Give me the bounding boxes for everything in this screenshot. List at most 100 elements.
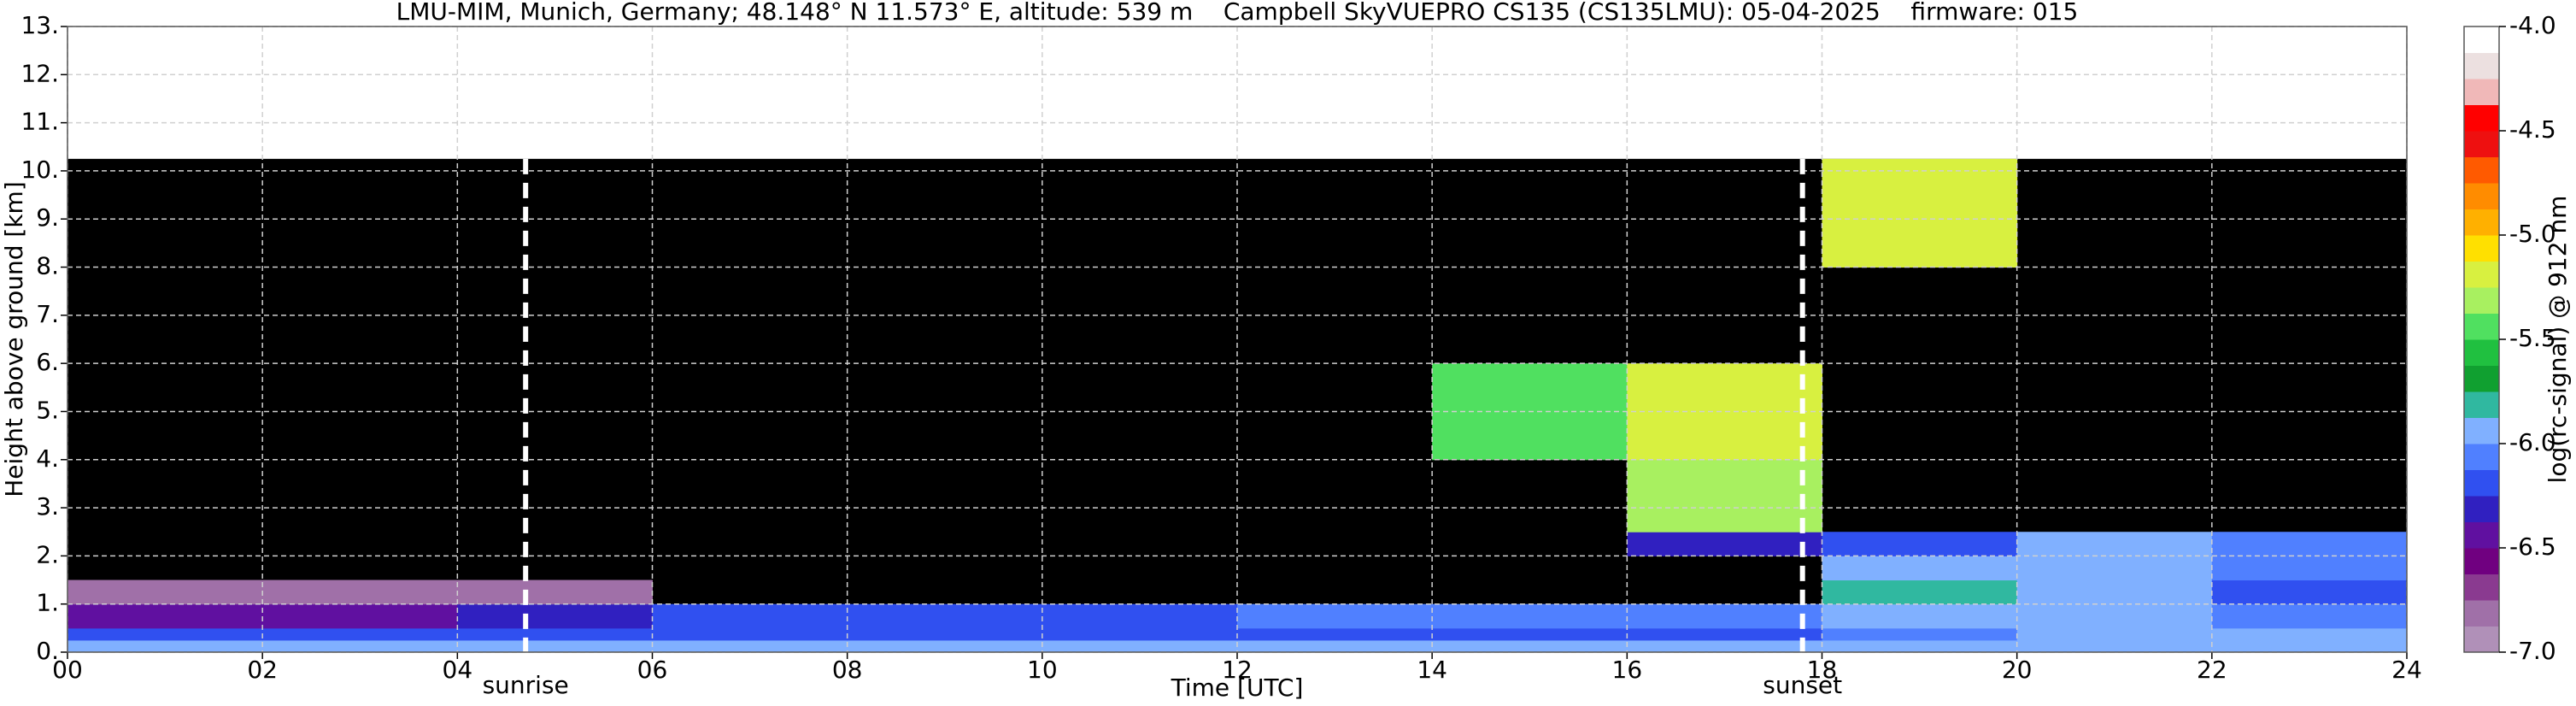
heatmap-cell [1822, 580, 2018, 605]
heatmap-cell [2211, 603, 2408, 629]
colorbar-tick-label: -5.5 [2509, 324, 2556, 352]
colorbar-tick-label: -4.0 [2509, 11, 2556, 39]
colorbar-segment [2464, 574, 2499, 601]
x-tick-label: 02 [247, 656, 278, 684]
colorbar-segment [2464, 469, 2499, 497]
heatmap-cell [67, 580, 263, 605]
y-axis-label: Height above ground [km] [0, 181, 28, 497]
plot-frame [67, 26, 2408, 653]
heatmap-cell [1627, 532, 1822, 556]
x-axis-label: Time [UTC] [1171, 674, 1304, 702]
colorbar-segment [2464, 52, 2499, 79]
colorbar-segment [2464, 183, 2499, 209]
colorbar-segment [2464, 104, 2499, 132]
heatmap-cell [847, 639, 1043, 653]
heatmap-cell [1042, 639, 1238, 653]
heatmap-cell [1822, 639, 2018, 653]
heatmap-cell [2211, 627, 2408, 641]
heatmap-cell [652, 639, 848, 653]
x-tick-label: 00 [52, 656, 83, 684]
heatmap-cell [1822, 603, 2018, 629]
chart-title: LMU-MIM, Munich, Germany; 48.148° N 11.5… [396, 0, 2079, 26]
colorbar-label: log(rc-signal) @ 912 nm [2544, 196, 2572, 484]
y-tick-label: 4. [36, 444, 59, 473]
colorbar-segment [2464, 365, 2499, 392]
x-tick-label: 16 [1612, 656, 1643, 684]
heatmap-cell [1432, 603, 1628, 629]
colorbar-segment [2464, 496, 2499, 522]
colorbar-segment [2464, 313, 2499, 340]
annotation-label: sunrise [483, 671, 569, 699]
y-tick-label: 3. [36, 492, 59, 521]
heatmap-cell [1822, 532, 2018, 556]
x-tick-label: 20 [2002, 656, 2033, 684]
x-tick-label: 14 [1417, 656, 1447, 684]
y-tick-label: 8. [36, 252, 59, 280]
heatmap-cell [2016, 532, 2213, 556]
y-tick-label: 5. [36, 396, 59, 424]
colorbar-segment [2464, 444, 2499, 470]
heatmap-cell [262, 627, 458, 641]
y-tick-label: 11. [21, 108, 59, 136]
heatmap-cell [1627, 459, 1822, 532]
colorbar-tick-label: -4.5 [2509, 115, 2556, 144]
y-tick-label: 2. [36, 540, 59, 568]
heatmap-cell [262, 639, 458, 653]
heatmap-cell [652, 627, 848, 641]
colorbar-segment [2464, 261, 2499, 288]
x-tick-label: 22 [2197, 656, 2227, 684]
colorbar-segment [2464, 339, 2499, 366]
heatmap-cell [67, 603, 263, 629]
y-tick-label: 12. [21, 59, 59, 87]
y-tick-label: 13. [21, 11, 59, 39]
x-tick-label: 10 [1027, 656, 1058, 684]
heatmap-cell [457, 627, 653, 641]
heatmap-cell [2211, 556, 2408, 581]
heatmap-cell [1042, 603, 1238, 629]
colorbar-segment [2464, 417, 2499, 444]
heatmap-cell [1627, 363, 1822, 461]
colorbar-tick-label: -7.0 [2509, 637, 2556, 665]
heatmap-cell [2016, 627, 2213, 641]
colorbar-segment [2464, 209, 2499, 236]
x-tick-label: 04 [443, 656, 473, 684]
heatmap-cell [2211, 532, 2408, 556]
heatmap-cell [652, 603, 848, 629]
heatmap-cell [2211, 639, 2408, 653]
y-tick-label: 0. [36, 637, 59, 665]
heatmap-cell [2016, 556, 2213, 581]
heatmap-cell [2016, 603, 2213, 629]
heatmap-cell [457, 639, 653, 653]
heatmap-cell [2016, 639, 2213, 653]
colorbar-segment [2464, 626, 2499, 653]
heatmap-cell [262, 580, 458, 605]
heatmap-cell [2211, 580, 2408, 605]
x-tick-label: 06 [637, 656, 668, 684]
heatmap-cell [1237, 627, 1433, 641]
colorbar-segment [2464, 131, 2499, 157]
colorbar-segment [2464, 287, 2499, 314]
colorbar-tick-label: -5.0 [2509, 220, 2556, 248]
heatmap-cell [1432, 639, 1628, 653]
colorbar-tick-label: -6.5 [2509, 532, 2556, 561]
colorbar-segment [2464, 391, 2499, 418]
heatmap-cell [1432, 627, 1628, 641]
colorbar-segment [2464, 600, 2499, 627]
heatmap-cell [457, 580, 653, 605]
heatmap-cell [1627, 627, 1822, 641]
heatmap-cell [67, 639, 263, 653]
heatmap-cell [67, 627, 263, 641]
y-tick-label: 7. [36, 300, 59, 328]
x-tick-label: 08 [832, 656, 863, 684]
heatmap-cell [847, 603, 1043, 629]
heatmap-cell [1042, 627, 1238, 641]
heatmap-cell [2016, 580, 2213, 605]
y-tick-label: 6. [36, 348, 59, 376]
heatmap-cell [1822, 158, 2018, 268]
colorbar-segment [2464, 235, 2499, 262]
colorbar-segment [2464, 521, 2499, 549]
heatmap-cell [1237, 603, 1433, 629]
x-tick-label: 18 [1807, 656, 1838, 684]
colorbar-segment [2464, 548, 2499, 574]
